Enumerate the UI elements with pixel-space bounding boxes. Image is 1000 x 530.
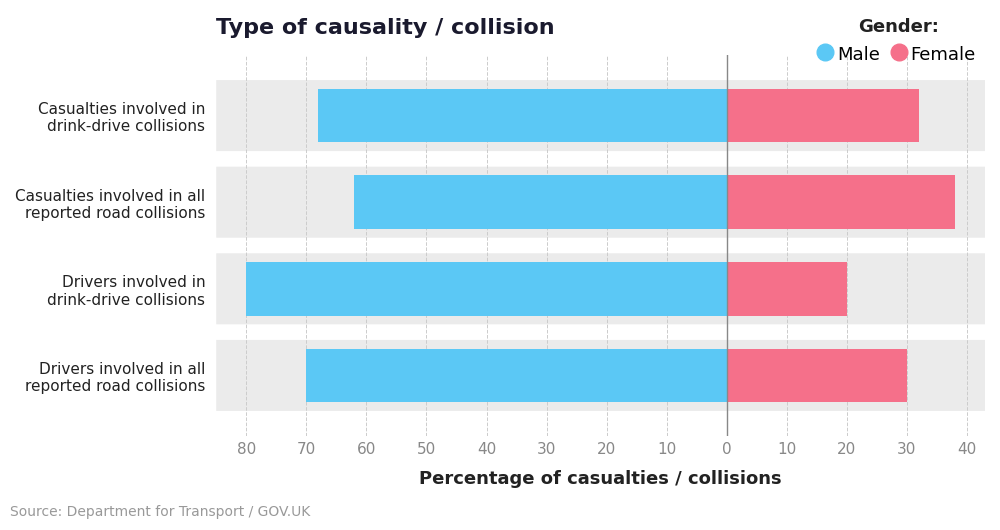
Bar <box>727 262 847 316</box>
FancyBboxPatch shape <box>216 253 985 324</box>
Bar <box>246 262 727 316</box>
Bar <box>727 349 907 402</box>
X-axis label: Percentage of casualties / collisions: Percentage of casualties / collisions <box>419 471 782 489</box>
Bar <box>727 89 919 143</box>
Legend: Male, Female: Male, Female <box>821 18 976 64</box>
FancyBboxPatch shape <box>216 340 985 411</box>
FancyBboxPatch shape <box>216 166 985 237</box>
FancyBboxPatch shape <box>216 80 985 151</box>
Text: Source: Department for Transport / GOV.UK: Source: Department for Transport / GOV.U… <box>10 506 310 519</box>
Bar <box>318 89 727 143</box>
Bar <box>727 175 955 229</box>
Bar <box>306 349 727 402</box>
Text: Type of causality / collision: Type of causality / collision <box>216 18 555 38</box>
Bar <box>354 175 727 229</box>
